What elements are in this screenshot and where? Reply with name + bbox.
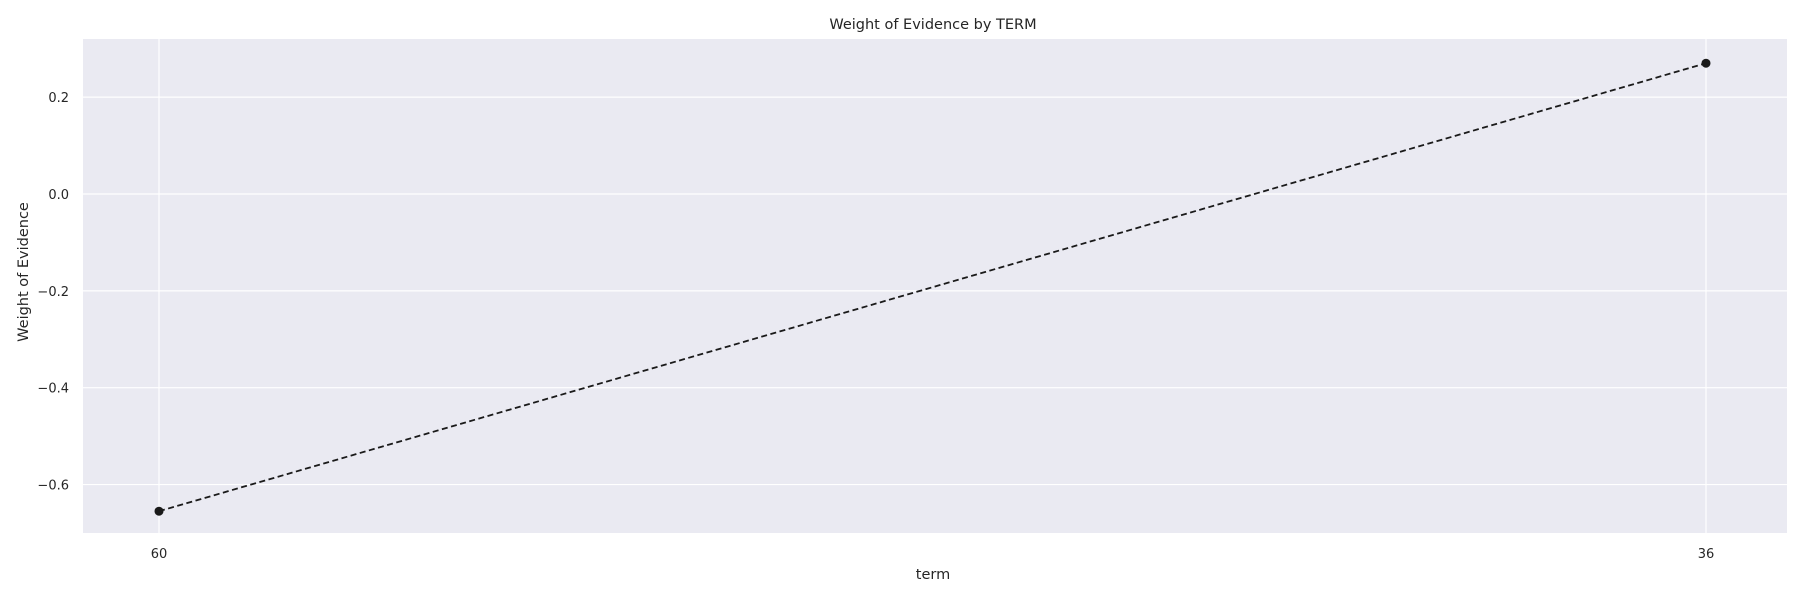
y-tick-label: −0.6 xyxy=(37,479,69,494)
y-tick-label: −0.4 xyxy=(37,382,69,397)
data-point xyxy=(155,507,164,516)
data-point xyxy=(1702,59,1711,68)
x-tick-label: 36 xyxy=(1698,547,1715,562)
y-tick-label: 0.2 xyxy=(48,91,69,106)
chart-title: Weight of Evidence by TERM xyxy=(829,17,1036,33)
x-tick-label: 60 xyxy=(151,547,168,562)
y-axis-label: Weight of Evidence xyxy=(16,202,32,342)
y-tick-label: −0.2 xyxy=(37,285,69,300)
x-axis-label: term xyxy=(916,567,950,583)
y-tick-label: 0.0 xyxy=(48,188,69,203)
